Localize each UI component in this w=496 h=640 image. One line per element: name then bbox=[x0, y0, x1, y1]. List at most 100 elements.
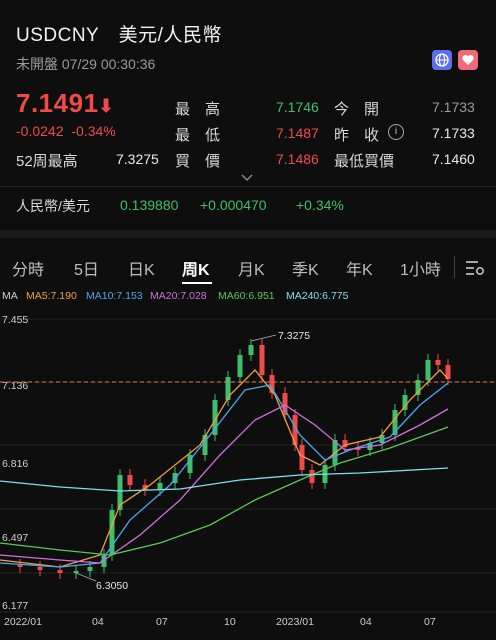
ma240-line bbox=[0, 467, 449, 492]
weekly-candlestick-chart[interactable]: 7.3275 6.3050 7.455 7.136 6.816 6.497 6.… bbox=[0, 305, 496, 640]
change-percent: -0.34% bbox=[71, 123, 116, 139]
candle bbox=[225, 377, 231, 400]
tab-intraday[interactable]: 分時 bbox=[12, 262, 45, 279]
tab-1hour[interactable]: 1小時 bbox=[400, 262, 441, 279]
w52-value: 7.3275 bbox=[116, 151, 159, 167]
y-tick-label: 7.455 bbox=[2, 314, 28, 326]
candle bbox=[425, 360, 431, 380]
cross-pair: 人民幣/美元 bbox=[16, 198, 90, 214]
candle bbox=[142, 485, 148, 490]
candle bbox=[212, 400, 218, 435]
candle bbox=[435, 360, 441, 365]
candle bbox=[259, 345, 265, 375]
candle bbox=[202, 435, 208, 455]
open-label: 今 開 bbox=[334, 101, 380, 118]
tab-5day[interactable]: 5日 bbox=[74, 262, 99, 279]
lowest-buy-label: 最低買價 bbox=[334, 153, 395, 170]
change-value: -0.0242 bbox=[16, 123, 64, 139]
candle bbox=[101, 555, 107, 567]
candle bbox=[73, 571, 79, 573]
ma60-line bbox=[0, 426, 449, 556]
candle bbox=[109, 510, 115, 555]
tab-yearly[interactable]: 年K bbox=[346, 262, 373, 279]
candle bbox=[445, 365, 451, 379]
x-tick-label: 2023/01 bbox=[276, 616, 314, 628]
high-annotation-label: 7.3275 bbox=[278, 330, 310, 342]
ma20-legend: MA20:7.028 bbox=[150, 290, 207, 302]
buy-value: 7.1486 bbox=[276, 151, 319, 167]
candle bbox=[299, 445, 305, 470]
candle bbox=[392, 410, 398, 435]
y-tick-label: 6.177 bbox=[2, 600, 28, 612]
ma5-legend: MA5:7.190 bbox=[26, 290, 77, 302]
x-tick-label: 07 bbox=[156, 616, 168, 628]
w52-label: 52周最高 bbox=[16, 153, 78, 170]
period-tabs: 分時 5日 日K 周K 月K 季K 年K 1小時 bbox=[0, 248, 496, 284]
ma5-line bbox=[0, 369, 449, 568]
price-change: -0.0242 -0.34% bbox=[16, 123, 116, 139]
ma10-line bbox=[0, 382, 449, 568]
candle bbox=[57, 570, 63, 573]
candle bbox=[87, 567, 93, 571]
lowest-buy-value: 7.1460 bbox=[432, 151, 475, 167]
high-label: 最 高 bbox=[175, 101, 221, 118]
symbol: USDCNY bbox=[16, 25, 99, 46]
section-gap bbox=[0, 230, 496, 238]
candle bbox=[127, 475, 133, 485]
tab-daily[interactable]: 日K bbox=[128, 262, 155, 279]
instrument-name: 美元/人民幣 bbox=[118, 25, 222, 46]
grid bbox=[0, 318, 496, 613]
heart-icon[interactable] bbox=[458, 50, 478, 70]
candle bbox=[37, 567, 43, 570]
candle bbox=[309, 470, 315, 483]
info-icon[interactable]: i bbox=[388, 124, 404, 140]
chart-settings-icon[interactable] bbox=[464, 258, 486, 283]
buy-label: 買 價 bbox=[175, 153, 221, 170]
candle bbox=[157, 483, 163, 490]
low-value: 7.1487 bbox=[276, 125, 319, 141]
x-tick-label: 04 bbox=[92, 616, 104, 628]
prev-close-label: 昨 收 bbox=[334, 127, 380, 144]
globe-icon[interactable] bbox=[432, 50, 452, 70]
candle bbox=[117, 475, 123, 510]
active-tab-indicator bbox=[182, 282, 212, 284]
y-tick-label: 7.136 bbox=[2, 380, 28, 392]
y-tick-label: 6.816 bbox=[2, 458, 28, 470]
candle bbox=[282, 393, 288, 415]
x-tick-label: 2022/01 bbox=[4, 616, 42, 628]
ma240-legend: MA240:6.775 bbox=[286, 290, 349, 302]
candle bbox=[415, 380, 421, 395]
cross-change: +0.000470 bbox=[200, 197, 267, 213]
prev-close-value: 7.1733 bbox=[432, 125, 475, 141]
ma60-legend: MA60:6.951 bbox=[218, 290, 275, 302]
low-label: 最 低 bbox=[175, 127, 221, 144]
x-tick-label: 07 bbox=[424, 616, 436, 628]
price-value: 7.1491 bbox=[16, 88, 99, 118]
high-value: 7.1746 bbox=[276, 99, 319, 115]
tab-quarterly[interactable]: 季K bbox=[292, 262, 319, 279]
ma10-legend: MA10:7.153 bbox=[86, 290, 143, 302]
candle bbox=[187, 455, 193, 473]
ma20-line bbox=[0, 404, 449, 564]
low-annotation: 6.3050 bbox=[75, 572, 128, 592]
last-price: 7.1491⬇ bbox=[16, 88, 114, 119]
low-annotation-label: 6.3050 bbox=[96, 580, 128, 592]
tab-monthly[interactable]: 月K bbox=[238, 262, 265, 279]
tab-weekly[interactable]: 周K bbox=[182, 262, 210, 279]
moving-average-lines bbox=[0, 369, 449, 568]
cross-change-pct: +0.34% bbox=[296, 197, 344, 213]
divider bbox=[0, 186, 496, 187]
y-tick-label: 6.497 bbox=[2, 532, 28, 544]
candle bbox=[237, 355, 243, 377]
chevron-down-icon[interactable] bbox=[240, 170, 254, 188]
candles bbox=[17, 339, 451, 579]
candle bbox=[248, 345, 254, 355]
down-arrow-icon: ⬇ bbox=[98, 96, 115, 116]
x-tick-label: 10 bbox=[224, 616, 236, 628]
market-status: 未開盤 07/29 00:30:36 bbox=[16, 56, 156, 72]
candle bbox=[17, 565, 23, 567]
high-annotation: 7.3275 bbox=[250, 330, 310, 342]
page-title: USDCNY 美元/人民幣 bbox=[16, 20, 222, 47]
candle bbox=[292, 415, 298, 445]
candle bbox=[342, 440, 348, 447]
